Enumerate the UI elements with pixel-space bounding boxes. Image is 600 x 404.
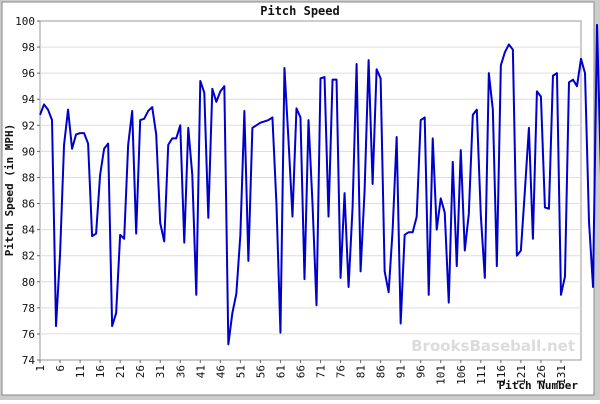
y-tick-label: 82: [22, 250, 35, 263]
y-tick-label: 92: [22, 119, 35, 132]
y-tick-label: 86: [22, 198, 35, 211]
x-tick-label: 66: [294, 365, 307, 378]
x-tick-label: 46: [214, 365, 227, 378]
y-tick-label: 76: [22, 328, 35, 341]
y-tick-label: 98: [22, 41, 35, 54]
y-tick-labels: 74 76 78 80 82 84 86 88 90 92 94 96 98 100: [15, 15, 35, 367]
y-tick-label: 100: [15, 15, 35, 28]
x-tick-label: 21: [114, 365, 127, 378]
x-tick-label: 16: [94, 365, 107, 378]
x-tick-label: 51: [234, 365, 247, 378]
x-tick-label: 41: [194, 365, 207, 378]
x-tick-label: 81: [355, 365, 368, 378]
y-tick-label: 90: [22, 145, 35, 158]
x-tick-label: 86: [375, 365, 388, 378]
y-tick-label: 96: [22, 67, 35, 80]
x-tick-label: 56: [254, 365, 267, 378]
x-tick-label: 126: [535, 365, 548, 385]
x-tick-label: 36: [174, 365, 187, 378]
series-line: [39, 23, 600, 346]
x-tick-label: 116: [495, 365, 508, 385]
x-tick-label: 121: [515, 365, 528, 385]
watermark: BrooksBaseball.net: [411, 337, 575, 355]
x-tick-label: 96: [415, 365, 428, 378]
x-tick-label: 91: [395, 365, 408, 378]
x-tick-label: 31: [154, 365, 167, 378]
x-tick-label: 106: [455, 365, 468, 385]
x-axis-title: Pitch Number: [499, 379, 579, 392]
x-tick-label: 26: [134, 365, 147, 378]
x-tick-label: 1: [34, 365, 47, 372]
x-tick-label: 131: [555, 365, 568, 385]
x-tick-label: 101: [435, 365, 448, 385]
y-tick-label: 78: [22, 302, 35, 315]
y-axis-title: Pitch Speed (in MPH): [3, 124, 16, 256]
y-tick-label: 88: [22, 171, 35, 184]
x-tick-label: 76: [335, 365, 348, 378]
x-tick-label: 71: [315, 365, 328, 378]
chart-title: Pitch Speed: [260, 4, 339, 18]
x-tick-label: 111: [475, 365, 488, 385]
y-tick-label: 94: [22, 93, 36, 106]
plot-area: [39, 20, 582, 361]
y-tick-label: 74: [22, 354, 36, 367]
x-tick-label: 6: [54, 365, 67, 372]
x-tick-label: 11: [74, 365, 87, 378]
y-tick-label: 84: [22, 224, 36, 237]
x-tick-label: 61: [274, 365, 287, 378]
y-tick-label: 80: [22, 276, 35, 289]
x-tick-labels: 1 6 11 16 21 26 31 36 41 46 51 56 61 66 71 76 81 86 91 96 10…: [34, 365, 568, 385]
